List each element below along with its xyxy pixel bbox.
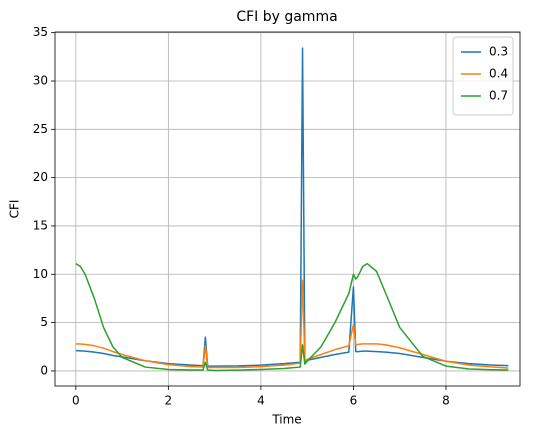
x-tick-label: 2 xyxy=(165,394,173,408)
x-axis-label: Time xyxy=(271,413,301,427)
y-tick-label: 5 xyxy=(40,315,48,329)
x-tick-label: 4 xyxy=(257,394,265,408)
x-tick-label: 0 xyxy=(72,394,80,408)
y-tick-label: 35 xyxy=(33,25,48,39)
legend-label: 0.7 xyxy=(489,89,508,103)
series-line xyxy=(75,262,509,372)
series-line xyxy=(75,47,509,367)
legend-label: 0.4 xyxy=(489,67,508,81)
legend-label: 0.3 xyxy=(489,45,508,59)
y-tick-label: 10 xyxy=(33,267,48,281)
y-tick-label: 20 xyxy=(33,170,48,184)
legend: 0.3 0.4 0.7 xyxy=(452,36,514,116)
series-line xyxy=(75,279,509,369)
plot-frame xyxy=(54,31,521,387)
chart-title: CFI by gamma xyxy=(236,9,337,25)
y-tick-label: 25 xyxy=(33,122,48,136)
x-tick-label: 6 xyxy=(350,394,358,408)
y-tick-label: 15 xyxy=(33,218,48,232)
y-axis-label: CFI xyxy=(8,200,22,219)
y-tick-label: 0 xyxy=(40,363,48,377)
y-tick-label: 30 xyxy=(33,73,48,87)
x-tick-label: 8 xyxy=(442,394,450,408)
